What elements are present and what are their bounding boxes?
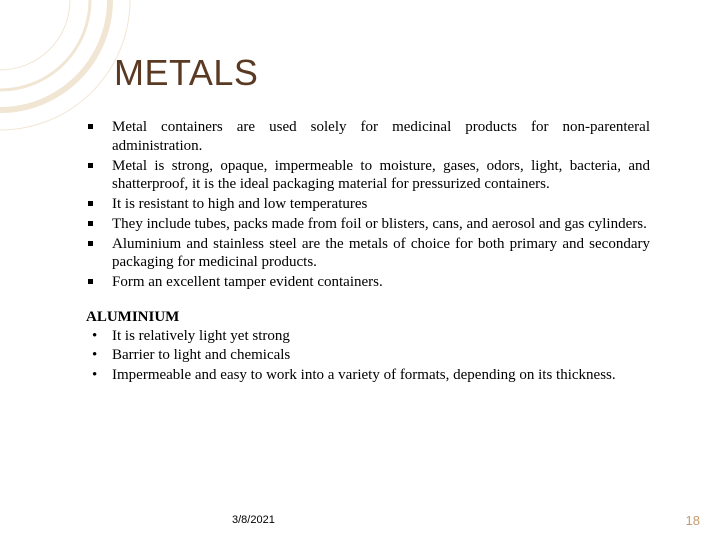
main-bullet-list: Metal containers are used solely for med… (86, 118, 650, 292)
sub-bullet-item: It is relatively light yet strong (86, 327, 650, 346)
bullet-text: Metal containers are used solely for med… (112, 119, 650, 154)
bullet-text: They include tubes, packs made from foil… (112, 216, 647, 232)
bullet-text: Form an excellent tamper evident contain… (112, 274, 383, 290)
subheading: ALUMINIUM (86, 308, 650, 327)
page-title: METALS (114, 52, 258, 94)
sub-bullet-item: Barrier to light and chemicals (86, 346, 650, 365)
bullet-item: Metal is strong, opaque, impermeable to … (86, 157, 650, 195)
bullet-item: They include tubes, packs made from foil… (86, 215, 650, 234)
bullet-item: Form an excellent tamper evident contain… (86, 273, 650, 292)
square-bullet-icon (88, 221, 93, 226)
square-bullet-icon (88, 163, 93, 168)
square-bullet-icon (88, 124, 93, 129)
sub-bullet-list: It is relatively light yet strongBarrier… (86, 327, 650, 385)
footer-page-number: 18 (686, 513, 700, 528)
bullet-item: Aluminium and stainless steel are the me… (86, 235, 650, 273)
bullet-item: It is resistant to high and low temperat… (86, 195, 650, 214)
body-content: Metal containers are used solely for med… (86, 118, 650, 386)
bullet-item: Metal containers are used solely for med… (86, 118, 650, 156)
bullet-text: It is resistant to high and low temperat… (112, 196, 367, 212)
square-bullet-icon (88, 279, 93, 284)
sub-bullet-item: Impermeable and easy to work into a vari… (86, 366, 650, 385)
square-bullet-icon (88, 201, 93, 206)
bullet-text: Aluminium and stainless steel are the me… (112, 236, 650, 271)
bullet-text: Metal is strong, opaque, impermeable to … (112, 158, 650, 193)
footer-date: 3/8/2021 (232, 514, 275, 526)
square-bullet-icon (88, 241, 93, 246)
